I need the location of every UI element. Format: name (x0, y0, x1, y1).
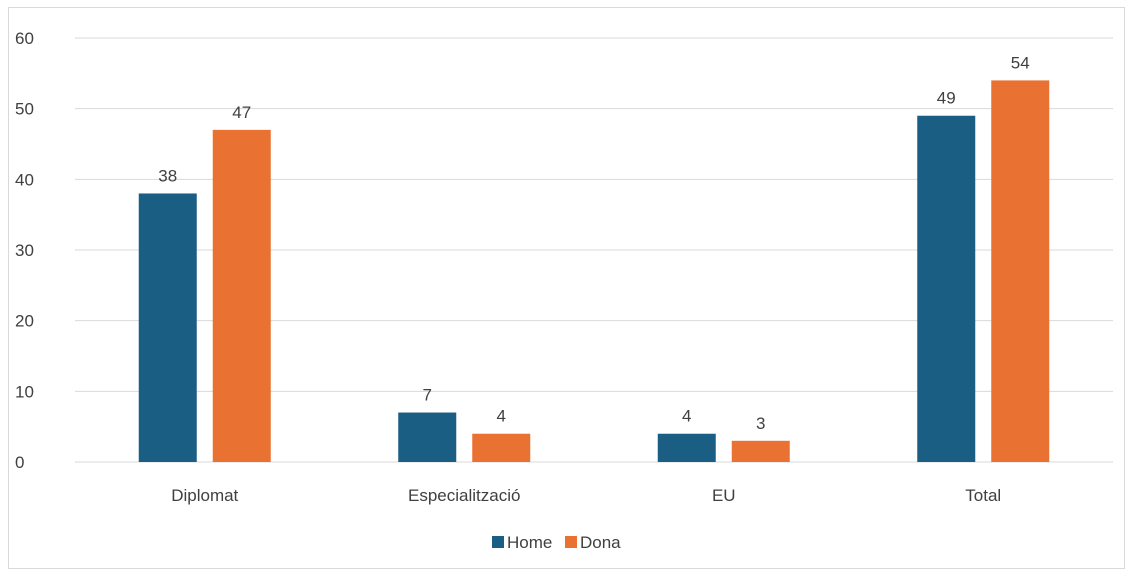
y-tick-label: 60 (15, 29, 34, 48)
data-labels: 38 47 7 4 4 3 49 54 (158, 53, 1029, 432)
data-label: 4 (682, 407, 691, 426)
data-label: 49 (937, 89, 956, 108)
y-tick-label: 50 (15, 100, 34, 119)
y-tick-label: 20 (15, 312, 34, 331)
data-label: 4 (497, 407, 506, 426)
data-label: 3 (756, 414, 765, 433)
bars (138, 80, 1050, 463)
legend-swatch-home (492, 536, 504, 548)
data-label: 54 (1011, 53, 1030, 72)
y-tick-label: 10 (15, 382, 34, 401)
x-tick-label: Total (965, 486, 1001, 505)
legend-label: Dona (580, 533, 621, 552)
bar-home (657, 433, 716, 462)
bar-dona (212, 129, 271, 462)
bar-home (917, 115, 976, 462)
y-tick-label: 40 (15, 170, 34, 189)
data-label: 47 (232, 103, 251, 122)
bar-home (398, 412, 457, 462)
x-tick-label: Especialització (408, 486, 520, 505)
data-label: 7 (423, 386, 432, 405)
y-tick-label: 30 (15, 241, 34, 260)
y-axis-ticks: 0 10 20 30 40 50 60 (15, 29, 34, 472)
bar-chart: 0 10 20 30 40 50 60 38 47 7 4 4 3 49 54 Diplomat Espec… (15, 29, 1113, 552)
legend-swatch-dona (565, 536, 577, 548)
x-axis-ticks: Diplomat Especialització EU Total (171, 486, 1001, 505)
chart-frame: 0 10 20 30 40 50 60 38 47 7 4 4 3 49 54 Diplomat Espec… (8, 7, 1125, 569)
y-tick-label: 0 (15, 453, 24, 472)
bar-dona (472, 433, 531, 462)
legend-label: Home (507, 533, 552, 552)
x-tick-label: EU (712, 486, 736, 505)
bar-dona (991, 80, 1050, 463)
legend: Home Dona (492, 533, 621, 552)
data-label: 38 (158, 166, 177, 185)
bar-dona (731, 440, 790, 462)
x-tick-label: Diplomat (171, 486, 238, 505)
bar-home (138, 193, 197, 462)
